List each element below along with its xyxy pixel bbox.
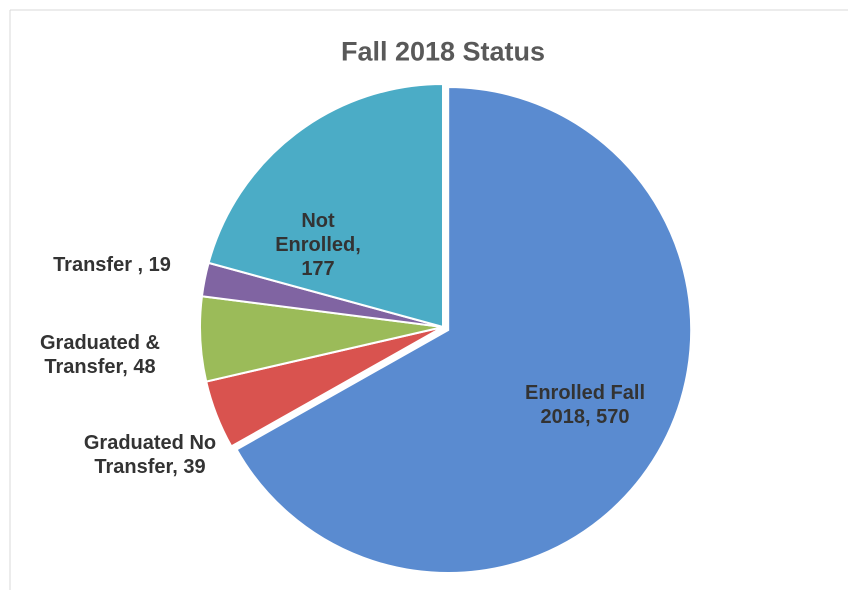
category-label: Enrolled Fall 2018,	[524, 382, 646, 428]
value-label: 19	[148, 254, 171, 276]
value-label: 177	[301, 258, 335, 280]
category-label: Graduated & Transfer,	[39, 332, 161, 378]
data-label: Enrolled Fall 2018, 570	[510, 381, 660, 429]
data-label: Transfer , 19	[12, 253, 212, 277]
value-label: 570	[596, 406, 630, 428]
data-label: Not Enrolled, 177	[258, 209, 378, 281]
category-label: Transfer ,	[53, 254, 144, 276]
chart-title: Fall 2018 Status	[340, 36, 546, 67]
category-label: Graduated No Transfer,	[83, 432, 217, 478]
value-label: 39	[183, 456, 206, 478]
category-label: Not Enrolled,	[275, 210, 361, 256]
pie-slice	[207, 82, 444, 329]
data-label: Graduated & Transfer, 48	[20, 331, 180, 379]
pie-slice	[235, 86, 693, 575]
data-label: Graduated No Transfer, 39	[63, 431, 238, 479]
value-label: 48	[133, 356, 156, 378]
